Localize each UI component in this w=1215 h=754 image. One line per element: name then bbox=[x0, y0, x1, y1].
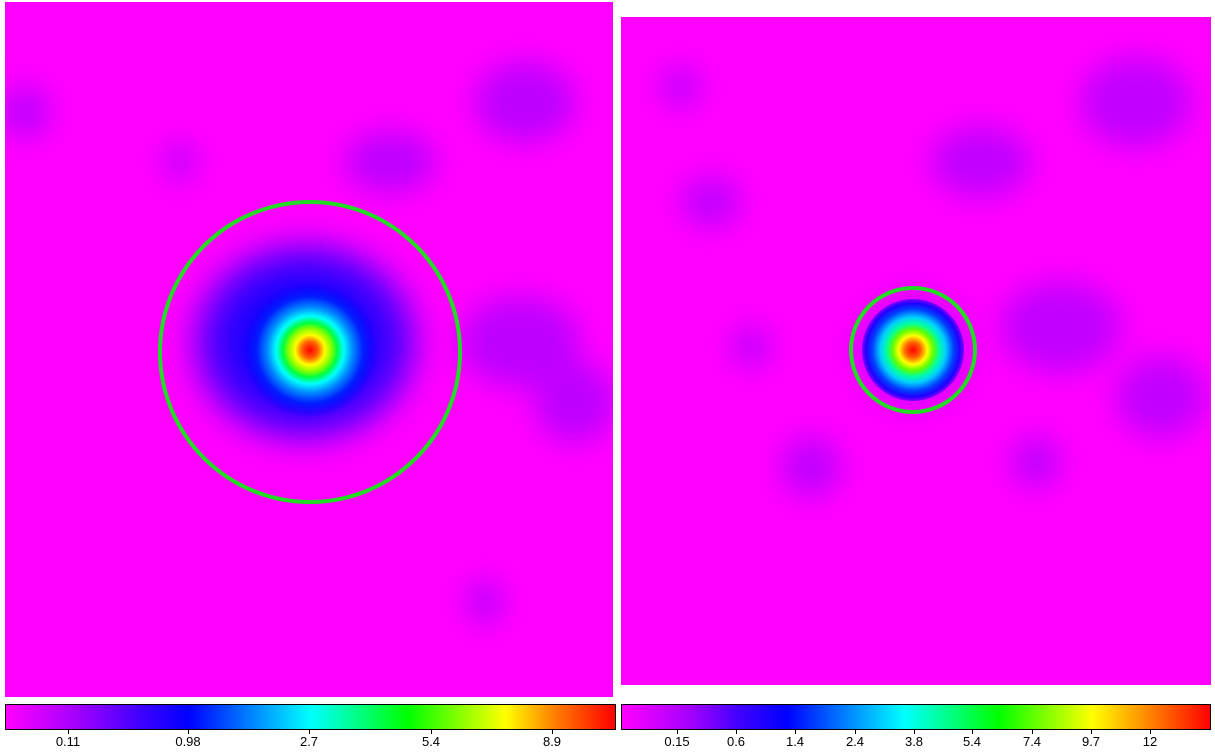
left-image-panel bbox=[5, 2, 613, 697]
colorbar-tick bbox=[972, 730, 973, 734]
right-colorbar bbox=[621, 704, 1211, 730]
colorbar-tick-label: 5.4 bbox=[421, 734, 441, 749]
left-source-map bbox=[5, 2, 613, 697]
colorbar-tick bbox=[552, 730, 553, 734]
right-source-map bbox=[621, 17, 1211, 685]
colorbar-tick-label: 0.98 bbox=[175, 734, 201, 749]
background-blobs bbox=[661, 57, 1206, 497]
colorbar-tick-label: 0.6 bbox=[726, 734, 746, 749]
colorbar-tick bbox=[855, 730, 856, 734]
colorbar-tick bbox=[914, 730, 915, 734]
colorbar-tick bbox=[1091, 730, 1092, 734]
colorbar-tick-label: 9.7 bbox=[1081, 734, 1101, 749]
bright-core bbox=[862, 299, 964, 401]
colorbar-tick bbox=[68, 730, 69, 734]
colorbar-tick bbox=[736, 730, 737, 734]
aperture-circle bbox=[849, 286, 977, 414]
colorbar-tick bbox=[795, 730, 796, 734]
background-blobs bbox=[5, 62, 613, 624]
colorbar-tick-label: 3.8 bbox=[904, 734, 924, 749]
colorbar-tick bbox=[431, 730, 432, 734]
colorbar-tick-label: 0.15 bbox=[664, 734, 690, 749]
colorbar-tick-label: 2.4 bbox=[845, 734, 865, 749]
colorbar-tick-label: 7.4 bbox=[1022, 734, 1042, 749]
colorbar-tick-label: 0.11 bbox=[55, 734, 81, 749]
colorbar-tick-label: 8.9 bbox=[542, 734, 562, 749]
bright-core bbox=[242, 282, 378, 418]
colorbar-tick bbox=[1032, 730, 1033, 734]
aperture-circle bbox=[158, 200, 462, 504]
colorbar-tick-label: 2.7 bbox=[299, 734, 319, 749]
colorbar-tick bbox=[1150, 730, 1151, 734]
left-colorbar bbox=[5, 704, 616, 730]
colorbar-tick bbox=[309, 730, 310, 734]
colorbar-tick-label: 1.4 bbox=[785, 734, 805, 749]
colorbar-tick bbox=[188, 730, 189, 734]
right-image-panel bbox=[621, 17, 1211, 685]
colorbar-tick bbox=[677, 730, 678, 734]
colorbar-tick-label: 12 bbox=[1142, 734, 1158, 749]
colorbar-tick-label: 5.4 bbox=[962, 734, 982, 749]
